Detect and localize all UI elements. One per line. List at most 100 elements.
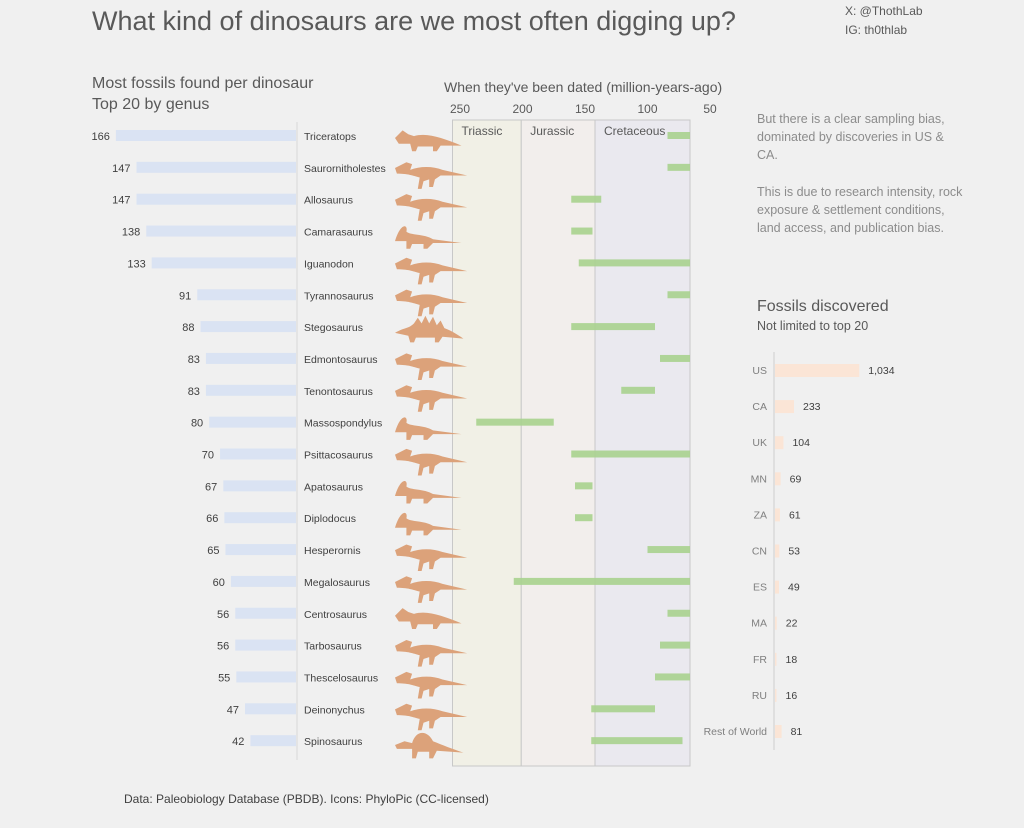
genus-label: Thescelosaurus <box>304 672 378 684</box>
date-range-bar <box>571 450 690 458</box>
dinosaur-row: 60 Megalosaurus <box>213 575 690 603</box>
fossil-count-bar <box>223 480 296 492</box>
country-value-label: 18 <box>786 654 798 666</box>
country-value-label: 16 <box>786 690 798 702</box>
period-band-jurassic <box>520 119 596 767</box>
silhouette-part <box>395 315 464 343</box>
fossils-chart-title: Most fossils found per dinosaur <box>92 75 314 92</box>
dinosaur-row: 47 Deinonychus <box>227 703 655 731</box>
dinosaur-row: 42 Spinosaurus <box>232 732 683 759</box>
dinosaur-row: 66 Diplodocus <box>206 512 593 536</box>
country-bar <box>775 508 780 522</box>
date-range-bar <box>621 386 655 394</box>
hesperornis-icon <box>395 544 468 572</box>
date-range-bar <box>571 195 602 203</box>
genus-label: Tyrannosaurus <box>304 290 373 302</box>
triceratops-icon <box>395 130 462 152</box>
stegosaurus-icon <box>395 315 464 343</box>
silhouette-part <box>395 576 468 603</box>
country-bar <box>775 580 779 594</box>
dinosaur-row: 83 Tenontosaurus <box>188 384 655 412</box>
fossil-count-label: 88 <box>182 322 194 334</box>
genus-label: Iguanodon <box>304 258 354 270</box>
period-band-triassic <box>452 119 522 767</box>
fossil-count-label: 166 <box>92 131 110 143</box>
country-bar <box>775 472 781 486</box>
fossil-count-label: 67 <box>205 481 217 493</box>
country-bar <box>775 725 782 738</box>
camarasaurus-icon <box>395 226 462 249</box>
deinonychus-icon <box>395 703 468 731</box>
date-range-bar <box>647 546 690 554</box>
dinosaur-row: 56 Centrosaurus <box>217 607 690 630</box>
centrosaurus-icon <box>395 608 462 630</box>
dinosaur-row: 67 Apatosaurus <box>205 480 593 504</box>
date-range-bar <box>513 577 690 585</box>
dinosaur-row: 83 Edmontosaurus <box>188 352 690 380</box>
silhouette-part <box>395 194 468 221</box>
fossil-count-label: 56 <box>217 609 229 621</box>
genus-label: Stegosaurus <box>304 322 363 334</box>
country-value-label: 53 <box>788 546 800 558</box>
fossils-chart-subtitle: Top 20 by genus <box>92 96 210 113</box>
silhouette-part <box>395 608 462 630</box>
country-bar <box>775 544 780 558</box>
silhouette-part <box>395 257 468 285</box>
country-label: US <box>752 365 767 377</box>
silhouette-part <box>395 703 468 731</box>
silhouette-part <box>395 640 468 667</box>
dinosaur-row: 80 Massospondylus <box>191 416 554 440</box>
period-label-jurassic: Jurassic <box>530 124 574 138</box>
silhouette-part <box>395 671 468 699</box>
fossil-count-bar <box>205 384 296 396</box>
fossil-count-bar <box>245 703 296 715</box>
dinosaur-row: 147 Saurornitholestes <box>112 161 690 189</box>
fossil-count-bar <box>205 352 296 364</box>
silhouette-part <box>395 481 462 504</box>
dinosaur-row: 147 Allosaurus <box>112 193 602 221</box>
fossil-count-label: 147 <box>112 163 130 175</box>
fossil-count-label: 91 <box>179 290 191 302</box>
edmontosaurus-icon <box>395 353 468 380</box>
country-bar <box>775 400 794 414</box>
country-value-label: 233 <box>803 401 821 413</box>
date-range-bar <box>660 354 690 362</box>
social-ig-handle: IG: th0thlab <box>845 23 908 37</box>
fossil-count-label: 83 <box>188 386 200 398</box>
fossil-count-bar <box>146 225 296 237</box>
x-tick-label: 100 <box>637 102 657 116</box>
country-label: MN <box>751 473 767 485</box>
genus-label: Edmontosaurus <box>304 354 378 366</box>
x-tick-label: 50 <box>703 102 717 116</box>
dinosaur-row: 91 Tyrannosaurus <box>179 289 690 317</box>
silhouette-part <box>395 226 462 249</box>
genus-label: Triceratops <box>304 131 356 143</box>
silhouette-part <box>395 512 462 536</box>
allosaurus-icon <box>395 194 468 221</box>
fossil-count-label: 55 <box>218 672 230 684</box>
genus-label: Tenontosaurus <box>304 386 373 398</box>
silhouette-part <box>395 130 462 152</box>
dinosaur-row: 133 Iguanodon <box>127 257 690 285</box>
country-bar <box>775 616 777 630</box>
country-value-label: 49 <box>788 582 800 594</box>
fossil-count-label: 147 <box>112 195 130 207</box>
period-label-triassic: Triassic <box>462 124 503 138</box>
date-range-bar <box>667 132 690 139</box>
dinosaur-row: 88 Stegosaurus <box>182 315 655 343</box>
fossil-count-label: 70 <box>202 450 214 462</box>
genus-label: Psittacosaurus <box>304 450 373 462</box>
tarbosaurus-icon <box>395 640 468 667</box>
psittacosaurus-icon <box>395 448 468 476</box>
date-range-bar <box>591 705 655 713</box>
country-value-label: 22 <box>786 618 798 630</box>
fossil-count-label: 83 <box>188 354 200 366</box>
tyrannosaurus-icon <box>395 289 468 317</box>
fossil-count-bar <box>200 321 296 333</box>
fossil-count-label: 42 <box>232 736 244 748</box>
country-value-label: 61 <box>789 509 801 521</box>
genus-label: Deinonychus <box>304 704 365 716</box>
genus-label: Centrosaurus <box>304 609 367 621</box>
fossil-count-label: 80 <box>191 418 203 430</box>
